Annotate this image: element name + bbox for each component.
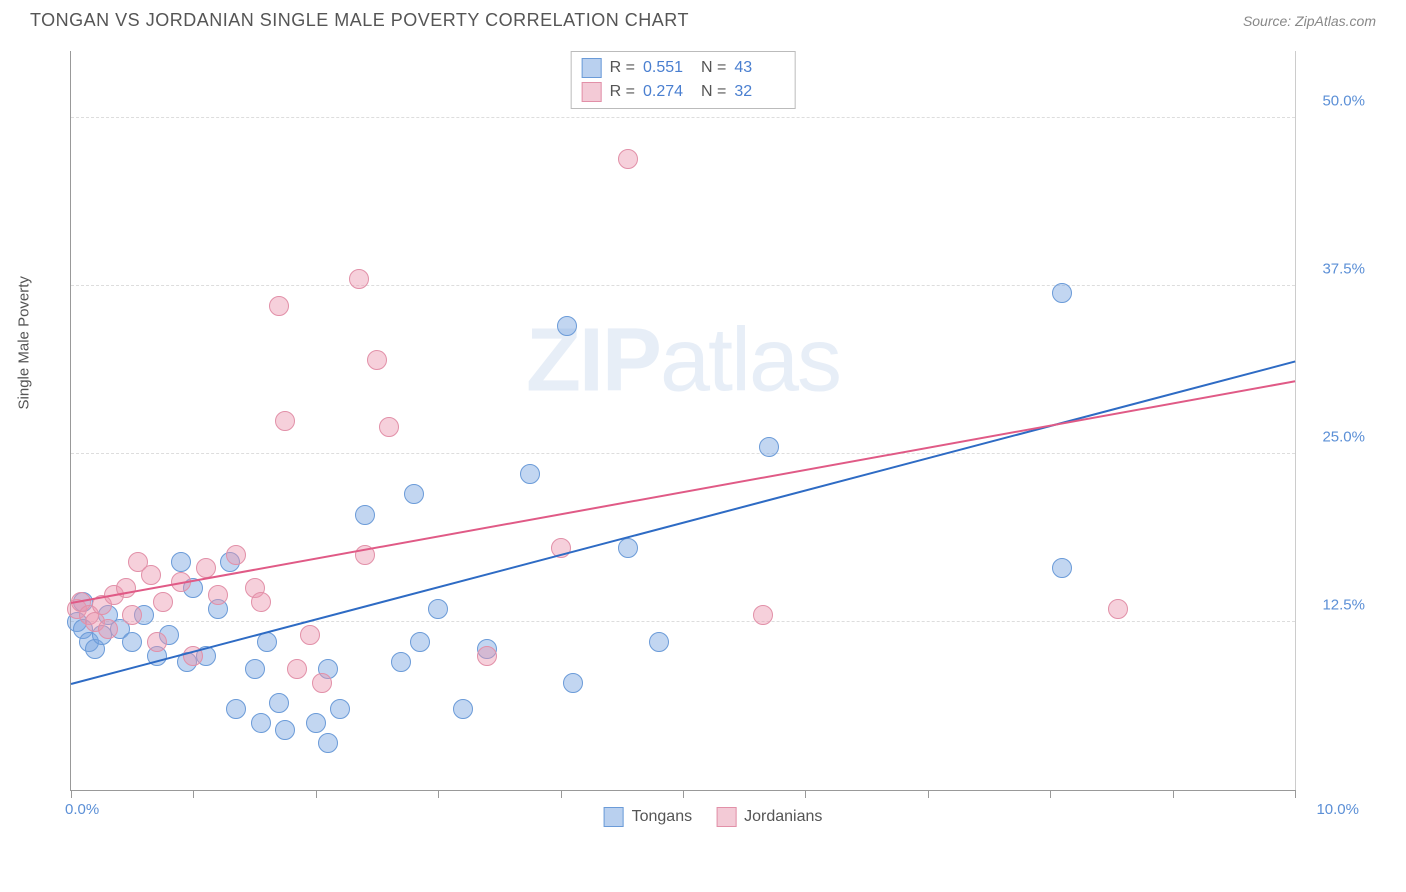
y-axis-label: Single Male Poverty — [16, 276, 33, 409]
scatter-point — [618, 149, 638, 169]
y-gridline — [71, 621, 1295, 622]
scatter-point — [391, 652, 411, 672]
scatter-point — [618, 538, 638, 558]
scatter-point — [759, 437, 779, 457]
stats-r-value: 0.551 — [643, 59, 693, 77]
scatter-point — [477, 646, 497, 666]
legend-swatch — [582, 82, 602, 102]
x-tick — [683, 790, 684, 798]
scatter-point — [287, 659, 307, 679]
y-tick-label: 50.0% — [1322, 93, 1365, 110]
scatter-point — [98, 619, 118, 639]
scatter-point — [116, 578, 136, 598]
scatter-point — [318, 733, 338, 753]
chart-title: TONGAN VS JORDANIAN SINGLE MALE POVERTY … — [30, 10, 689, 31]
legend-item: Jordanians — [716, 807, 822, 827]
chart-header: TONGAN VS JORDANIAN SINGLE MALE POVERTY … — [0, 0, 1406, 37]
scatter-point — [171, 552, 191, 572]
legend-item: Tongans — [604, 807, 693, 827]
scatter-point — [649, 632, 669, 652]
scatter-point — [245, 659, 265, 679]
y-tick-label: 37.5% — [1322, 261, 1365, 278]
legend-swatch — [604, 807, 624, 827]
scatter-point — [226, 699, 246, 719]
x-tick — [193, 790, 194, 798]
scatter-point — [312, 673, 332, 693]
scatter-point — [141, 565, 161, 585]
scatter-point — [208, 585, 228, 605]
stats-legend-box: R = 0.551 N = 43 R = 0.274 N = 32 — [571, 51, 796, 109]
x-tick — [1050, 790, 1051, 798]
scatter-point — [306, 713, 326, 733]
stats-row: R = 0.551 N = 43 — [582, 56, 785, 80]
legend-label: Jordanians — [744, 808, 822, 826]
scatter-point — [122, 605, 142, 625]
scatter-point — [563, 673, 583, 693]
stats-r-label: R = — [610, 59, 635, 77]
x-tick — [561, 790, 562, 798]
x-tick — [438, 790, 439, 798]
scatter-point — [269, 693, 289, 713]
scatter-point — [349, 269, 369, 289]
x-tick — [1173, 790, 1174, 798]
scatter-point — [269, 296, 289, 316]
scatter-point — [1052, 558, 1072, 578]
x-tick-label: 10.0% — [1316, 801, 1359, 818]
scatter-point — [275, 411, 295, 431]
y-tick-label: 12.5% — [1322, 597, 1365, 614]
trend-line — [71, 360, 1296, 684]
scatter-point — [355, 505, 375, 525]
y-gridline — [71, 117, 1295, 118]
chart-container: Single Male Poverty ZIPatlas R =0.551N =… — [50, 41, 1376, 841]
x-tick — [71, 790, 72, 798]
x-tick — [805, 790, 806, 798]
scatter-point — [122, 632, 142, 652]
stats-n-value: 43 — [734, 59, 784, 77]
scatter-point — [251, 592, 271, 612]
legend-swatch — [582, 58, 602, 78]
scatter-point — [226, 545, 246, 565]
stats-r-value: 0.274 — [643, 83, 693, 101]
trend-line — [71, 380, 1295, 604]
scatter-point — [753, 605, 773, 625]
scatter-point — [1052, 283, 1072, 303]
stats-row: R = 0.274 N = 32 — [582, 80, 785, 104]
scatter-point — [520, 464, 540, 484]
chart-source: Source: ZipAtlas.com — [1243, 13, 1376, 29]
plot-area: ZIPatlas R =0.551N =43R =0.274N =32 12.5… — [70, 51, 1296, 791]
legend-swatch — [716, 807, 736, 827]
scatter-point — [300, 625, 320, 645]
x-tick — [928, 790, 929, 798]
scatter-point — [428, 599, 448, 619]
x-tick — [1295, 790, 1296, 798]
stats-n-label: N = — [701, 83, 726, 101]
scatter-point — [404, 484, 424, 504]
scatter-point — [275, 720, 295, 740]
stats-r-label: R = — [610, 83, 635, 101]
stats-n-value: 32 — [734, 83, 784, 101]
y-gridline — [71, 285, 1295, 286]
y-tick-label: 25.0% — [1322, 429, 1365, 446]
x-tick-label: 0.0% — [65, 801, 99, 818]
x-tick — [316, 790, 317, 798]
scatter-point — [147, 632, 167, 652]
scatter-point — [251, 713, 271, 733]
y-gridline — [71, 453, 1295, 454]
scatter-point — [153, 592, 173, 612]
stats-n-label: N = — [701, 59, 726, 77]
scatter-point — [410, 632, 430, 652]
bottom-legend: Tongans Jordanians — [604, 807, 823, 827]
legend-label: Tongans — [632, 808, 693, 826]
scatter-point — [557, 316, 577, 336]
scatter-point — [330, 699, 350, 719]
scatter-point — [379, 417, 399, 437]
scatter-point — [367, 350, 387, 370]
scatter-point — [1108, 599, 1128, 619]
scatter-point — [453, 699, 473, 719]
